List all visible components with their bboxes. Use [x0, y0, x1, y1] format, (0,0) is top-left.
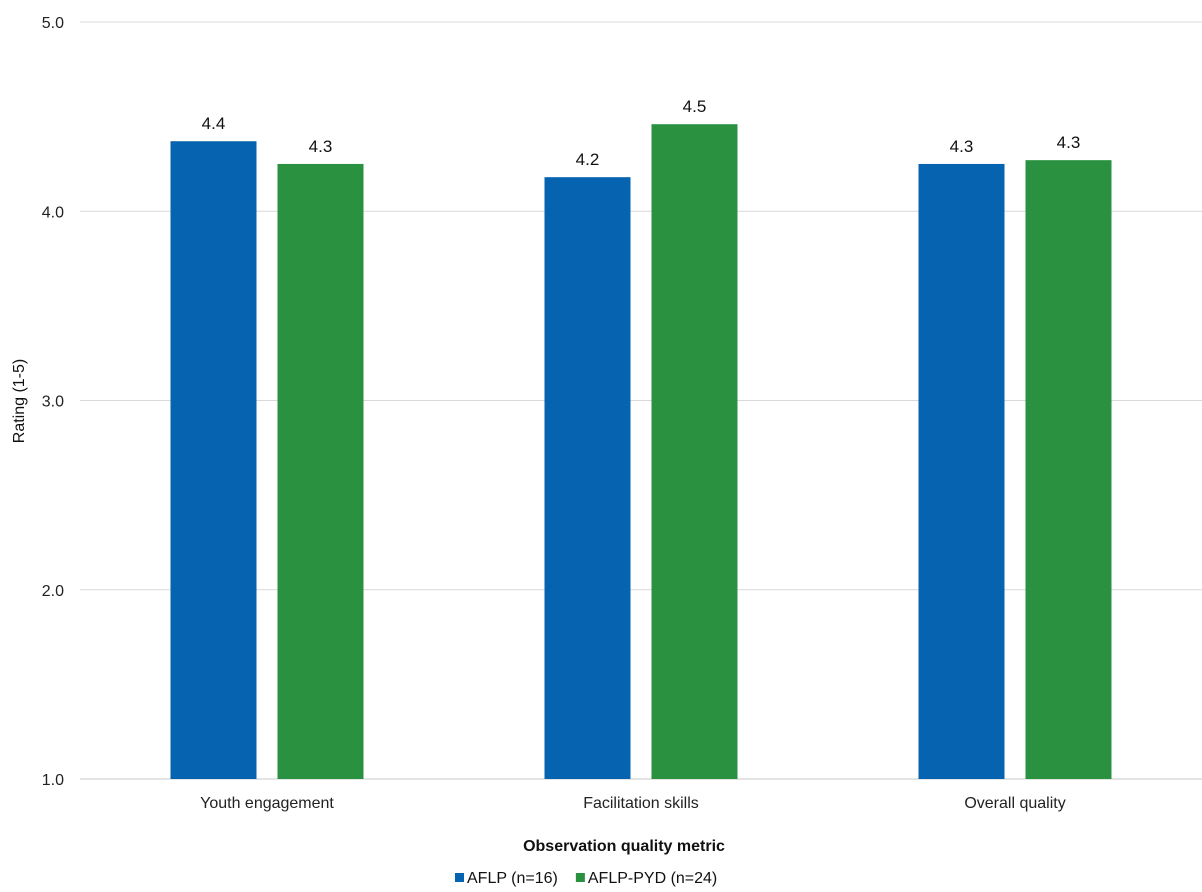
x-tick-label: Youth engagement — [200, 795, 334, 812]
data-label: 4.3 — [1057, 133, 1081, 152]
x-axis-title: Observation quality metric — [523, 838, 725, 855]
data-label: 4.5 — [683, 97, 707, 116]
data-label: 4.2 — [576, 150, 600, 169]
bars — [170, 124, 1112, 780]
bar — [170, 141, 257, 780]
y-tick-label: 1.0 — [42, 772, 64, 789]
y-tick-label: 3.0 — [42, 394, 64, 411]
y-tick-label: 4.0 — [42, 204, 64, 221]
legend: AFLP (n=16) AFLP-PYD (n=24) — [455, 870, 717, 887]
data-labels: 4.4 4.3 4.2 4.5 4.3 4.3 — [202, 97, 1081, 169]
gridlines — [80, 21, 1202, 780]
data-label: 4.4 — [202, 114, 226, 133]
y-axis-title: Rating (1-5) — [11, 359, 28, 443]
bar — [277, 163, 364, 779]
bar — [544, 177, 631, 779]
bar — [1025, 160, 1112, 780]
y-tick-label: 5.0 — [42, 15, 64, 32]
legend-swatch — [455, 873, 464, 882]
legend-swatch — [575, 873, 585, 882]
x-tick-labels: Youth engagement Facilitation skills Overa… — [200, 795, 1066, 812]
bar — [651, 124, 738, 779]
x-tick-label: Facilitation skills — [583, 795, 699, 812]
x-tick-label: Overall quality — [964, 795, 1065, 812]
legend-label: AFLP-PYD (n=24) — [588, 870, 717, 887]
bar — [918, 163, 1005, 779]
data-label: 4.3 — [309, 137, 333, 156]
y-tick-label: 2.0 — [42, 583, 64, 600]
legend-label: AFLP (n=16) — [467, 870, 558, 887]
y-tick-labels: 1.0 2.0 3.0 4.0 5.0 — [42, 15, 64, 789]
data-label: 4.3 — [950, 137, 974, 156]
